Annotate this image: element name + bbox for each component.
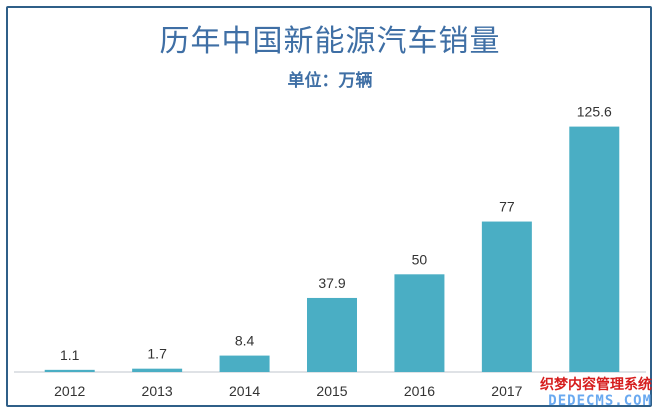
watermark-text-bottom: DEDECMS.COM — [548, 393, 652, 409]
bar-2016 — [394, 274, 445, 372]
data-label-2014: 8.4 — [235, 333, 255, 349]
x-tick-label-2017: 2017 — [491, 383, 522, 399]
x-tick-label-2014: 2014 — [229, 383, 260, 399]
data-label-2017: 77 — [499, 199, 515, 215]
chart-subtitle: 单位：万辆 — [287, 71, 373, 91]
bar-2015 — [307, 297, 357, 372]
bar-2018 — [569, 126, 620, 372]
x-tick-label-2013: 2013 — [142, 383, 173, 399]
watermark-text-top: 织梦内容管理系统 — [540, 377, 652, 393]
dedecms-watermark: 织梦内容管理系统 DEDECMS.COM — [540, 378, 652, 408]
x-tick-label-2016: 2016 — [404, 383, 435, 399]
bar-2017 — [481, 221, 532, 372]
bar-2012 — [44, 369, 95, 372]
bar-2014 — [219, 355, 270, 372]
chart-title: 历年中国新能源汽车销量 — [159, 24, 501, 59]
data-label-2013: 1.7 — [147, 346, 167, 362]
data-label-2016: 50 — [412, 251, 428, 267]
data-label-2012: 1.1 — [60, 347, 80, 363]
data-label-2018: 125.6 — [577, 104, 612, 120]
bar-2013 — [132, 368, 183, 372]
x-tick-label-2012: 2012 — [54, 383, 85, 399]
x-tick-label-2015: 2015 — [316, 383, 347, 399]
data-label-2015: 37.9 — [318, 275, 345, 291]
